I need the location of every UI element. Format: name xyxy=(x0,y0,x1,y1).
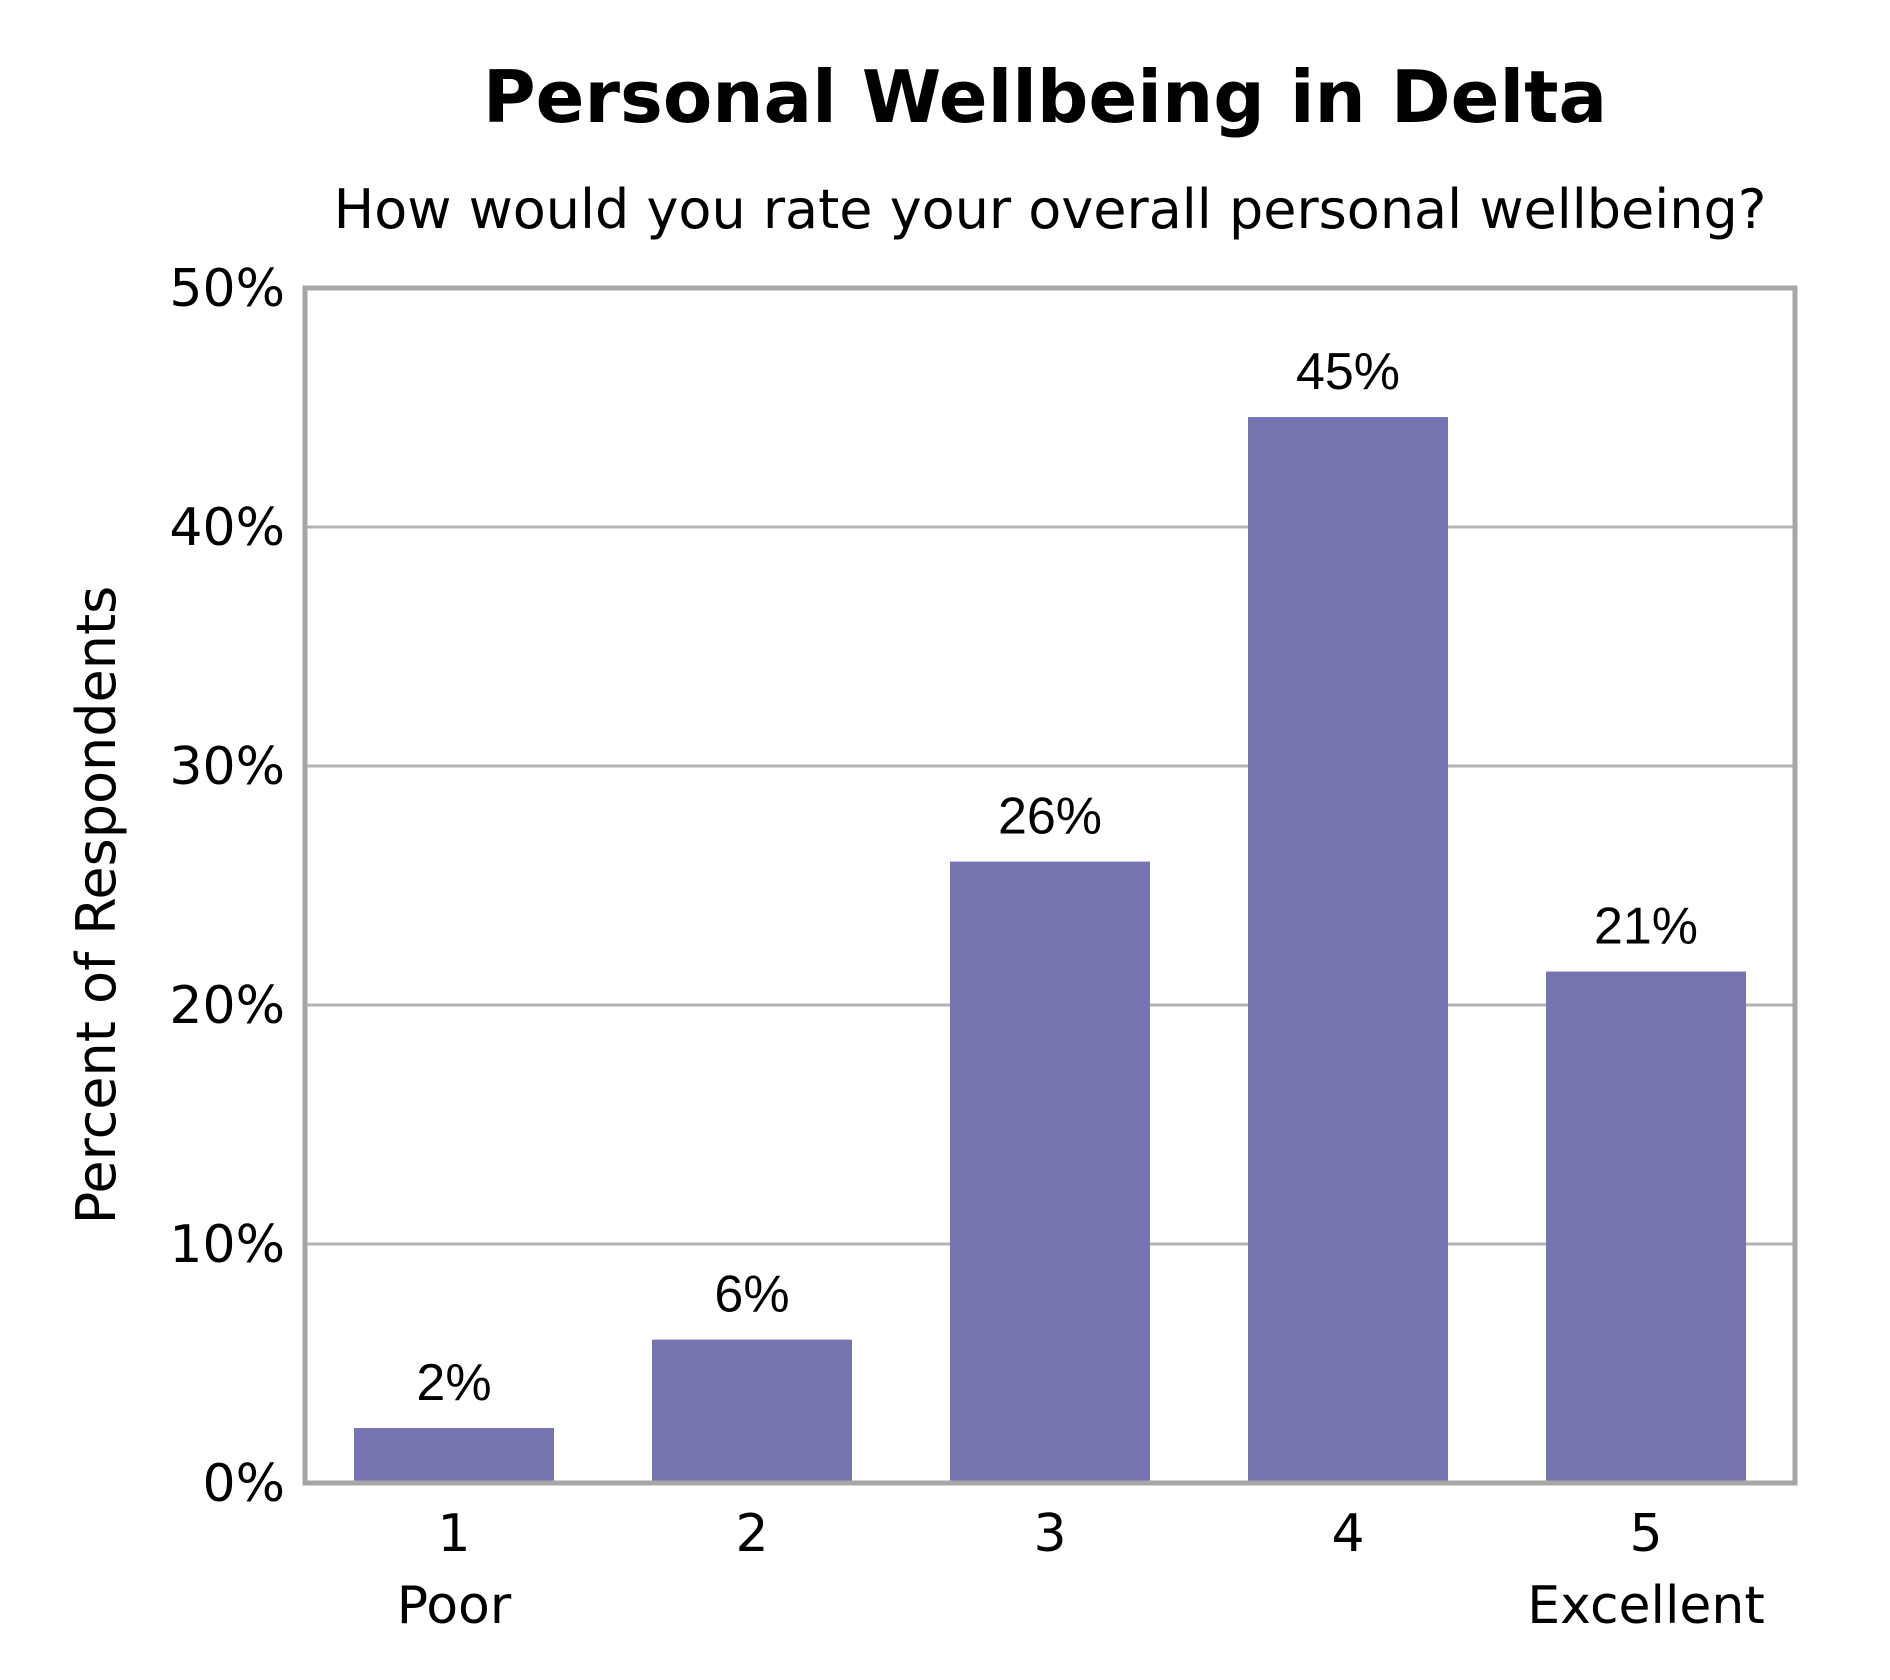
x-tick-labels: 1 Poor 2 3 4 5 Excellent xyxy=(397,1504,1765,1636)
bar-data-label: 45% xyxy=(1296,343,1400,401)
bar xyxy=(1546,971,1746,1483)
y-axis-label: Percent of Respondents xyxy=(65,586,128,1225)
chart-title: Personal Wellbeing in Delta xyxy=(483,55,1607,139)
plot-frame xyxy=(302,285,1798,1486)
x-tick-sublabel: Poor xyxy=(397,1576,512,1636)
x-tick-label: 3 xyxy=(1033,1504,1066,1564)
y-tick-labels: 0% 10% 20% 30% 40% 50% xyxy=(169,259,285,1514)
y-tick-label: 20% xyxy=(169,976,285,1036)
bar xyxy=(354,1428,554,1483)
bar xyxy=(652,1339,852,1483)
x-tick-sublabel: Excellent xyxy=(1527,1576,1765,1636)
x-tick-label: 5 xyxy=(1629,1504,1662,1564)
bar-data-label: 6% xyxy=(714,1266,789,1324)
x-tick-label: 4 xyxy=(1331,1504,1364,1564)
x-tick-label: 2 xyxy=(735,1504,768,1564)
y-tick-label: 30% xyxy=(169,737,285,797)
x-tick-label: 1 xyxy=(437,1504,470,1564)
bars xyxy=(354,417,1746,1483)
y-tick-label: 0% xyxy=(203,1454,286,1514)
bar-data-label: 26% xyxy=(998,788,1102,846)
y-tick-label: 40% xyxy=(169,498,285,558)
y-tick-label: 50% xyxy=(169,259,285,319)
bar-data-labels: 2% 6% 26% 45% 21% xyxy=(416,343,1698,1412)
y-tick-label: 10% xyxy=(169,1215,285,1275)
chart-subtitle: How would you rate your overall personal… xyxy=(334,178,1767,241)
bar-data-label: 2% xyxy=(416,1354,491,1412)
bar xyxy=(950,861,1150,1483)
bar xyxy=(1248,417,1448,1483)
bar-data-label: 21% xyxy=(1594,898,1698,956)
